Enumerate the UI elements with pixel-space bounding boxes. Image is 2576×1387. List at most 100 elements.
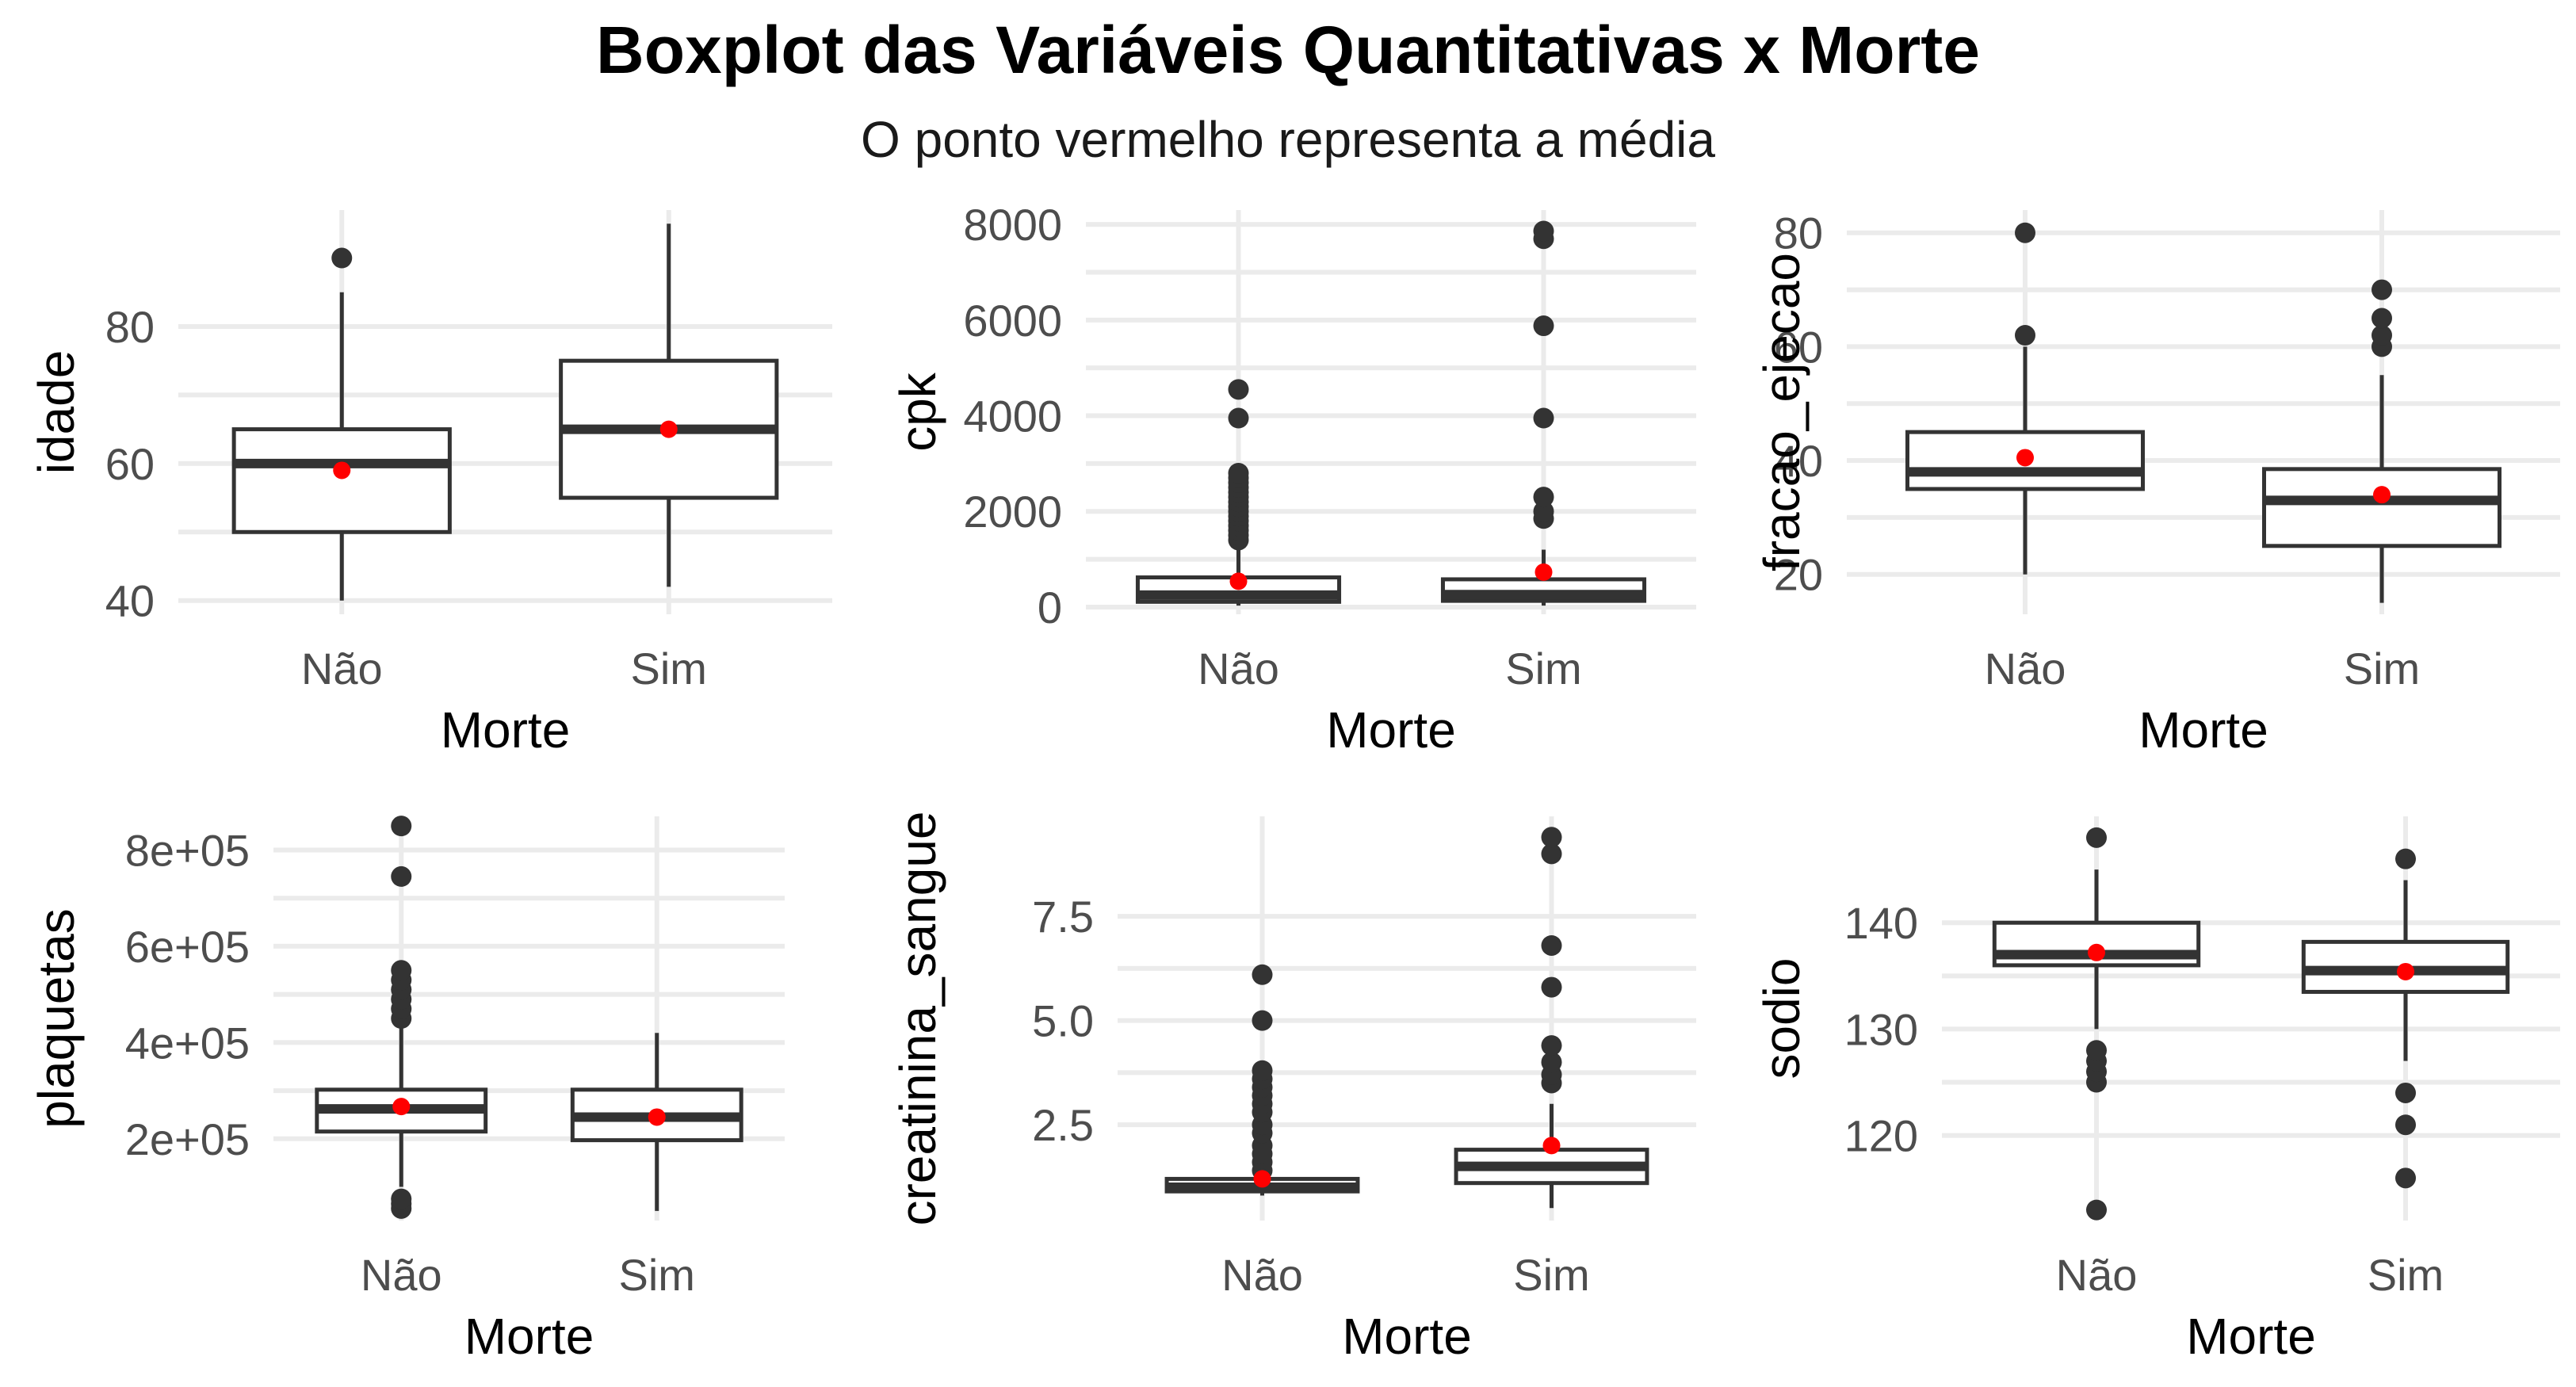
box-group-Não: [231, 247, 452, 601]
outlier-point: [1541, 934, 1562, 956]
outlier-point: [1228, 407, 1249, 429]
mean-point: [2016, 449, 2034, 467]
x-axis-title: Morte: [441, 701, 571, 758]
y-tick-label: 40: [1774, 436, 1823, 486]
y-tick-label: 20: [1774, 550, 1823, 600]
panels: 40 60 80 Não Sim Morte idade 0 2000 4000 6000 8000 N…: [28, 200, 2560, 1365]
x-tick-label: Sim: [2368, 1250, 2444, 1300]
outlier-point: [391, 960, 412, 981]
outlier-point: [1228, 379, 1249, 400]
outlier-point: [331, 247, 353, 269]
y-tick-label: 0: [1038, 583, 1062, 632]
x-tick-label: Sim: [631, 644, 707, 694]
panel-creatinina_sangue: 2.5 5.0 7.5 Não Sim Morte creatinina_sangue: [889, 811, 1696, 1365]
x-axis-title: Morte: [2186, 1308, 2316, 1365]
box-group-Sim: [570, 1033, 743, 1211]
mean-point: [648, 1108, 666, 1126]
outlier-point: [1541, 1052, 1562, 1073]
outlier-point: [1228, 462, 1249, 483]
box-group-Não: [315, 816, 488, 1219]
y-tick-label: 4000: [963, 392, 1062, 441]
box-group-Sim: [1440, 220, 1647, 606]
mean-point: [1229, 572, 1248, 590]
y-tick-label: 80: [1774, 208, 1823, 258]
mean-point: [392, 1098, 411, 1116]
mean-point: [1535, 563, 1553, 581]
box-group-Não: [1135, 379, 1342, 606]
outlier-point: [2086, 1199, 2107, 1221]
y-axis-title: sodio: [1753, 958, 1810, 1079]
iqr-box: [231, 427, 452, 534]
panel-sodio: 120 130 140 Não Sim Morte sodio: [1753, 816, 2560, 1365]
outlier-point: [2395, 1082, 2416, 1103]
y-tick-label: 140: [1844, 898, 1918, 948]
y-tick-label: 8e+05: [125, 826, 250, 876]
x-tick-label: Não: [1985, 644, 2066, 694]
outlier-point: [1541, 827, 1562, 848]
mean-point: [333, 461, 351, 480]
x-axis-title: Morte: [1326, 701, 1456, 758]
outlier-point: [2395, 1114, 2416, 1136]
x-tick-label: Sim: [1513, 1250, 1589, 1300]
outlier-point: [2015, 222, 2035, 243]
x-tick-label: Não: [1221, 1250, 1303, 1300]
x-axis-title: Morte: [464, 1308, 594, 1365]
box-group-Sim: [559, 224, 779, 587]
outlier-point: [391, 816, 412, 837]
outlier-point: [1533, 501, 1554, 522]
y-tick-label: 5.0: [1032, 996, 1094, 1046]
outlier-point: [1533, 407, 1554, 429]
outlier-point: [2372, 279, 2392, 300]
outlier-point: [1541, 976, 1562, 998]
box-group-Sim: [2301, 848, 2510, 1189]
y-axis-title: plaquetas: [28, 908, 85, 1129]
panel-idade: 40 60 80 Não Sim Morte idade: [28, 210, 832, 758]
outlier-point: [1252, 1060, 1273, 1081]
y-tick-label: 2000: [963, 487, 1062, 537]
x-tick-label: Sim: [1505, 644, 1581, 694]
mean-point: [1542, 1137, 1561, 1155]
x-tick-label: Não: [1198, 644, 1279, 694]
x-tick-label: Sim: [619, 1250, 695, 1300]
panel-fracao_ejecao: 20 40 60 80 Não Sim Morte fracao_ejecao: [1753, 208, 2560, 758]
outlier-point: [1533, 315, 1554, 337]
y-tick-label: 7.5: [1032, 892, 1094, 942]
outlier-point: [2372, 308, 2392, 329]
y-axis-title: idade: [28, 350, 85, 475]
outlier-point: [2086, 827, 2107, 848]
outlier-point: [1541, 1035, 1562, 1056]
x-tick-label: Não: [2056, 1250, 2138, 1300]
y-tick-label: 8000: [963, 200, 1062, 250]
y-tick-label: 120: [1844, 1111, 1918, 1161]
mean-point: [2088, 943, 2105, 961]
y-tick-label: 60: [105, 439, 155, 489]
y-tick-label: 6000: [963, 296, 1062, 346]
y-tick-label: 40: [105, 576, 155, 626]
y-tick-label: 2.5: [1032, 1100, 1094, 1150]
x-tick-label: Sim: [2344, 644, 2420, 694]
box-group-Não: [1905, 222, 2145, 575]
outlier-point: [2395, 848, 2416, 869]
outlier-point: [2395, 1167, 2416, 1189]
panel-cpk: 0 2000 4000 6000 8000 Não Sim Morte cpk: [889, 200, 1696, 758]
x-axis-title: Morte: [2138, 701, 2268, 758]
mean-point: [2373, 486, 2391, 504]
x-tick-label: Não: [301, 644, 383, 694]
y-tick-label: 6e+05: [125, 922, 250, 972]
y-tick-label: 130: [1844, 1004, 1918, 1054]
outlier-point: [2015, 325, 2035, 346]
figure-title: Boxplot das Variáveis Quantitativas x Mo…: [596, 13, 1980, 87]
outlier-point: [391, 1188, 412, 1209]
figure-subtitle: O ponto vermelho representa a média: [861, 111, 1715, 168]
y-axis-title: fracao_ejecao: [1753, 253, 1810, 571]
box-group-Sim: [1454, 827, 1649, 1209]
outlier-point: [1252, 1010, 1273, 1031]
y-tick-label: 4e+05: [125, 1018, 250, 1068]
y-tick-label: 60: [1774, 322, 1823, 372]
x-axis-title: Morte: [1342, 1308, 1472, 1365]
iqr-box: [2262, 467, 2501, 548]
y-axis-title: cpk: [889, 372, 946, 452]
outlier-point: [2086, 1040, 2107, 1061]
outlier-point: [1533, 487, 1554, 508]
